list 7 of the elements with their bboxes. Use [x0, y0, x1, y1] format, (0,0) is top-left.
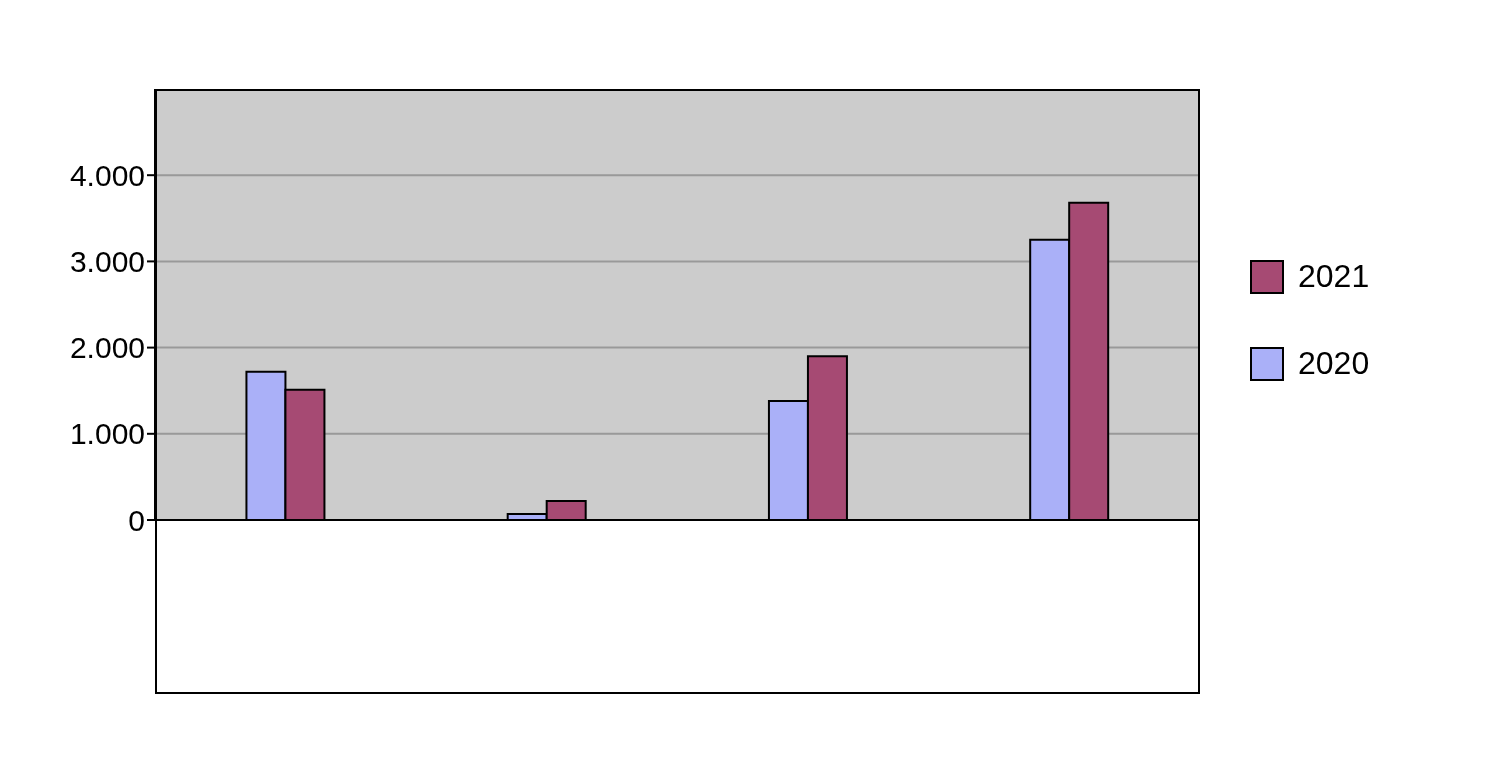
- y-tick-label: 1.000: [69, 417, 145, 451]
- y-tick-label: 3.000: [69, 245, 145, 279]
- legend-label: 2021: [1298, 258, 1370, 295]
- y-tick-label: 2.000: [69, 331, 145, 365]
- legend-label: 2020: [1298, 345, 1370, 382]
- y-tick-label: 4.000: [69, 158, 145, 192]
- y-tick-label: 0: [128, 503, 145, 537]
